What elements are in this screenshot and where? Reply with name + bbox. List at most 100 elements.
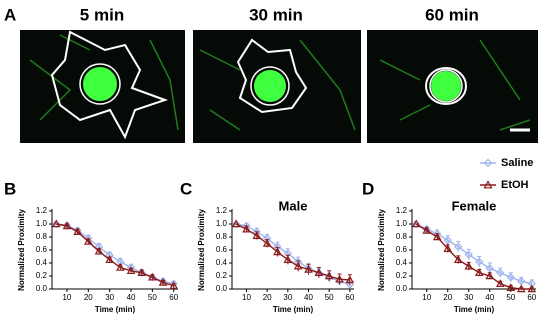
y-tick-label: 0.8 <box>36 232 48 241</box>
x-axis-label: Time (min) <box>273 305 314 314</box>
marker <box>262 238 272 247</box>
marker <box>51 219 61 228</box>
y-tick-label: 1.0 <box>216 219 228 228</box>
marker <box>105 255 114 263</box>
marker <box>496 268 505 277</box>
panel-label: B <box>4 179 16 198</box>
micrograph <box>193 30 361 143</box>
y-axis-label: Normalized Proximity <box>17 209 26 291</box>
marker <box>443 236 452 245</box>
legend-label: EtOH <box>501 179 529 191</box>
x-tick-label: 40 <box>485 293 494 302</box>
y-tick-label: 0.2 <box>396 271 408 280</box>
marker <box>231 219 241 229</box>
marker <box>252 231 262 239</box>
marker <box>527 284 537 293</box>
marker <box>52 219 61 229</box>
marker <box>453 255 463 263</box>
x-tick-label: 50 <box>148 293 157 302</box>
series-line <box>415 223 532 285</box>
x-tick-label: 40 <box>304 293 313 302</box>
x-tick-label: 60 <box>345 293 354 302</box>
series-line <box>235 223 350 281</box>
micrograph <box>367 30 538 143</box>
marker <box>83 237 93 245</box>
legend-marker <box>483 158 493 168</box>
marker <box>169 281 179 289</box>
marker <box>345 280 355 289</box>
x-tick-label: 30 <box>105 293 114 302</box>
image-title: 60 min <box>425 5 479 24</box>
marker <box>126 266 136 275</box>
legend-label: Saline <box>501 157 533 169</box>
marker <box>94 246 104 255</box>
marker <box>411 219 421 228</box>
y-tick-label: 0.6 <box>396 245 408 254</box>
x-tick-label: 60 <box>169 293 178 302</box>
y-tick-label: 0.2 <box>36 271 48 280</box>
marker <box>62 221 72 230</box>
marker <box>231 219 241 228</box>
marker <box>474 268 484 276</box>
marker <box>242 224 251 233</box>
series-line <box>56 223 174 285</box>
y-tick-label: 0.6 <box>216 245 228 254</box>
marker <box>314 268 324 276</box>
marker <box>293 261 303 270</box>
x-tick-label: 50 <box>506 293 515 302</box>
y-tick-label: 0.0 <box>36 284 48 293</box>
y-tick-label: 0.0 <box>396 284 408 293</box>
marker <box>137 268 147 276</box>
x-axis-label: Time (min) <box>454 305 495 314</box>
y-axis-label: Normalized Proximity <box>197 209 206 291</box>
image-title: 5 min <box>80 5 124 24</box>
x-tick-label: 10 <box>62 293 71 302</box>
y-tick-label: 0.0 <box>216 284 228 293</box>
marker <box>273 247 282 256</box>
y-tick-label: 1.2 <box>216 206 228 215</box>
x-axis-label: Time (min) <box>95 305 136 314</box>
marker <box>148 272 157 281</box>
marker <box>485 271 495 280</box>
marker <box>283 255 293 263</box>
x-tick-label: 50 <box>325 293 334 302</box>
panel-label: D <box>362 179 374 198</box>
x-tick-label: 10 <box>422 293 431 302</box>
panel-label: A <box>4 5 16 24</box>
y-tick-label: 0.4 <box>216 258 228 267</box>
image-title: 30 min <box>249 5 303 24</box>
marker <box>412 219 421 229</box>
marker <box>506 273 515 282</box>
x-tick-label: 40 <box>127 293 136 302</box>
marker <box>304 264 313 273</box>
series-line <box>56 223 174 287</box>
marker <box>516 284 526 293</box>
y-tick-label: 1.2 <box>36 206 48 215</box>
marker <box>345 275 355 284</box>
marker <box>464 261 474 270</box>
marker <box>432 232 442 241</box>
y-tick-label: 0.4 <box>36 258 48 267</box>
marker <box>454 242 463 251</box>
marker <box>158 277 168 286</box>
x-tick-label: 30 <box>464 293 473 302</box>
chart-title: Female <box>452 198 497 213</box>
chart-title: Male <box>279 198 308 213</box>
y-tick-label: 0.8 <box>396 232 408 241</box>
marker <box>495 279 505 288</box>
x-tick-label: 20 <box>84 293 93 302</box>
marker <box>116 263 125 271</box>
marker <box>335 274 344 283</box>
y-tick-label: 1.0 <box>396 219 408 228</box>
marker <box>158 277 168 286</box>
x-tick-label: 20 <box>443 293 452 302</box>
x-tick-label: 60 <box>527 293 536 302</box>
y-tick-label: 0.8 <box>216 232 228 241</box>
legend-marker <box>483 180 493 189</box>
marker <box>443 244 453 252</box>
marker <box>464 250 473 259</box>
y-tick-label: 0.6 <box>36 245 48 254</box>
x-tick-label: 30 <box>283 293 292 302</box>
marker <box>422 225 432 234</box>
x-tick-label: 10 <box>242 293 251 302</box>
